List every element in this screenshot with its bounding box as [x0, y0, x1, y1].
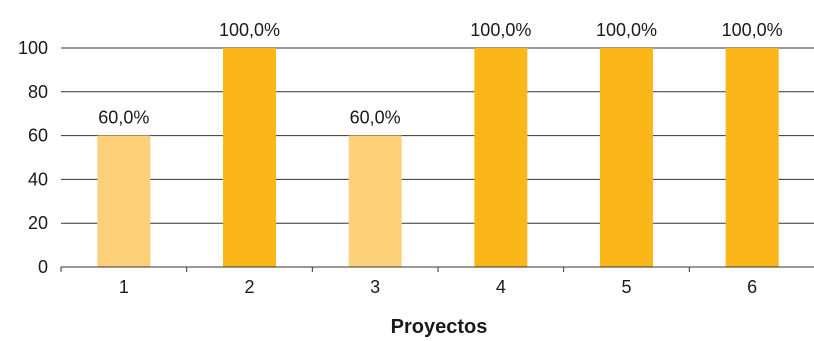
y-tick-label: 80: [28, 82, 48, 102]
x-tick-label: 1: [119, 277, 129, 297]
x-tick-label: 4: [496, 277, 506, 297]
x-tick-label: 5: [621, 277, 631, 297]
y-tick-label: 100: [18, 38, 48, 58]
data-label: 100,0%: [470, 20, 531, 40]
bar-3: [348, 135, 402, 267]
gridlines: [61, 47, 814, 224]
x-axis-tick-labels: 1 2 3 4 5 6: [119, 277, 757, 297]
bar-5: [600, 48, 653, 267]
data-label: 100,0%: [596, 20, 657, 40]
x-axis-title: Proyectos: [391, 316, 488, 338]
x-tick-label: 3: [370, 277, 380, 297]
bar-2: [223, 48, 276, 267]
data-labels: 60,0% 100,0% 60,0% 100,0% 100,0% 100,0%: [98, 20, 782, 128]
x-axis: [60, 266, 814, 272]
data-label: 100,0%: [722, 20, 783, 40]
y-tick-label: 20: [28, 213, 48, 233]
y-tick-label: 0: [38, 257, 48, 277]
data-label: 60,0%: [98, 108, 149, 128]
bar-6: [725, 48, 779, 267]
bar-1: [97, 135, 151, 267]
bars: [97, 48, 779, 267]
y-tick-label: 60: [28, 126, 48, 146]
x-tick-label: 2: [244, 277, 254, 297]
x-tick-label: 6: [747, 277, 757, 297]
bar-4: [474, 48, 528, 267]
data-label: 100,0%: [219, 20, 280, 40]
y-axis-tick-labels: 0 20 40 60 80 100: [18, 38, 48, 277]
y-tick-label: 40: [28, 169, 48, 189]
data-label: 60,0%: [350, 108, 401, 128]
